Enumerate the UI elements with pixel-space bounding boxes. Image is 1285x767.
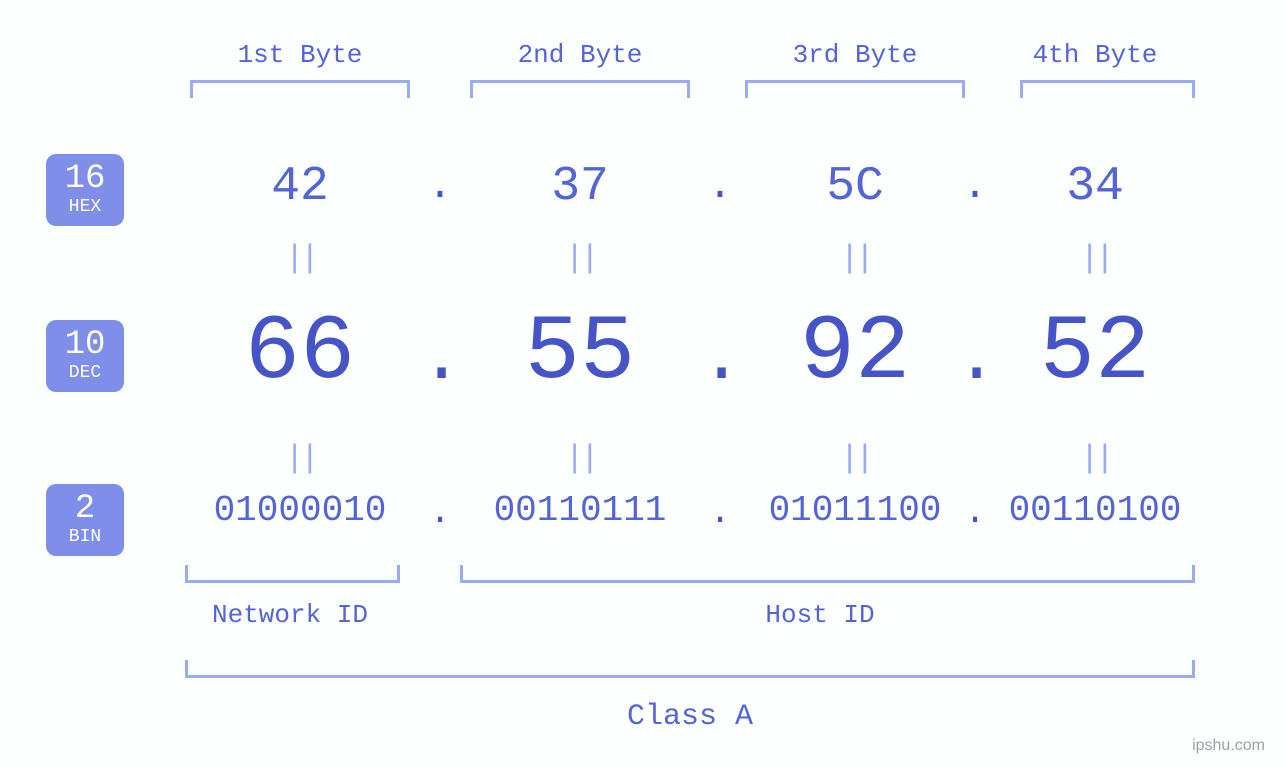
eq-2-1: || bbox=[285, 440, 315, 477]
byte-header-1: 1st Byte bbox=[230, 40, 370, 70]
byte-header-4: 4th Byte bbox=[1025, 40, 1165, 70]
class-label: Class A bbox=[600, 700, 780, 734]
bin-val-3: 01011100 bbox=[750, 490, 960, 531]
bin-val-2: 00110111 bbox=[475, 490, 685, 531]
hex-val-1: 42 bbox=[250, 160, 350, 214]
hex-dot-2: . bbox=[705, 162, 735, 210]
top-bracket-3 bbox=[745, 80, 965, 98]
eq-2-4: || bbox=[1080, 440, 1110, 477]
network-bracket bbox=[185, 565, 400, 583]
dec-val-2: 55 bbox=[500, 300, 660, 405]
hex-dot-1: . bbox=[425, 162, 455, 210]
bin-badge: 2 BIN bbox=[46, 484, 124, 556]
hex-dot-3: . bbox=[960, 162, 990, 210]
eq-1-1: || bbox=[285, 240, 315, 277]
eq-1-3: || bbox=[840, 240, 870, 277]
top-bracket-2 bbox=[470, 80, 690, 98]
hex-val-2: 37 bbox=[530, 160, 630, 214]
bin-dot-2: . bbox=[705, 492, 735, 533]
class-bracket bbox=[185, 660, 1195, 678]
dec-base: 10 bbox=[46, 328, 124, 362]
eq-2-2: || bbox=[565, 440, 595, 477]
dec-label: DEC bbox=[46, 364, 124, 382]
hex-base: 16 bbox=[46, 162, 124, 196]
byte-header-3: 3rd Byte bbox=[785, 40, 925, 70]
bin-val-1: 01000010 bbox=[195, 490, 405, 531]
top-bracket-1 bbox=[190, 80, 410, 98]
dec-dot-3: . bbox=[955, 318, 995, 400]
dec-val-3: 92 bbox=[775, 300, 935, 405]
watermark: ipshu.com bbox=[1192, 737, 1265, 755]
bin-dot-3: . bbox=[960, 492, 990, 533]
eq-1-4: || bbox=[1080, 240, 1110, 277]
host-label: Host ID bbox=[730, 600, 910, 630]
hex-val-3: 5C bbox=[805, 160, 905, 214]
network-label: Network ID bbox=[200, 600, 380, 630]
dec-badge: 10 DEC bbox=[46, 320, 124, 392]
byte-header-2: 2nd Byte bbox=[510, 40, 650, 70]
dec-val-4: 52 bbox=[1015, 300, 1175, 405]
bin-val-4: 00110100 bbox=[990, 490, 1200, 531]
eq-1-2: || bbox=[565, 240, 595, 277]
hex-label: HEX bbox=[46, 198, 124, 216]
top-bracket-4 bbox=[1020, 80, 1195, 98]
dec-dot-2: . bbox=[700, 318, 740, 400]
dec-val-1: 66 bbox=[220, 300, 380, 405]
hex-val-4: 34 bbox=[1045, 160, 1145, 214]
dec-dot-1: . bbox=[420, 318, 460, 400]
bin-label: BIN bbox=[46, 528, 124, 546]
host-bracket bbox=[460, 565, 1195, 583]
bin-dot-1: . bbox=[425, 492, 455, 533]
hex-badge: 16 HEX bbox=[46, 154, 124, 226]
eq-2-3: || bbox=[840, 440, 870, 477]
bin-base: 2 bbox=[46, 492, 124, 526]
